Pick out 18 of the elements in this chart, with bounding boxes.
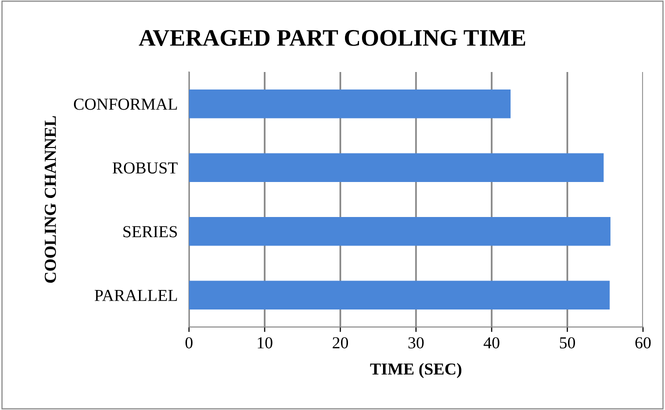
bar xyxy=(189,280,610,310)
y-axis-title: COOLING CHANNEL xyxy=(44,116,56,283)
x-tick-label: 30 xyxy=(408,337,424,348)
x-tick-label: 50 xyxy=(560,337,576,348)
x-tick-label: 60 xyxy=(635,337,651,348)
x-axis-title: TIME (SEC) xyxy=(370,362,462,378)
bar xyxy=(189,90,511,118)
y-tick-label: ROBUST xyxy=(112,162,178,174)
y-tick-label: CONFORMAL xyxy=(74,98,177,110)
y-tick-label: SERIES xyxy=(123,226,177,238)
x-tick-label: 10 xyxy=(258,337,272,348)
bar xyxy=(189,153,604,182)
x-tick-label: 0 xyxy=(185,337,193,348)
x-tick-label: 40 xyxy=(484,337,500,348)
chart-title: AVERAGED PART COOLING TIME xyxy=(138,30,526,46)
x-tick-label: 20 xyxy=(332,337,348,348)
y-tick-label: PARALLEL xyxy=(94,290,177,301)
bar xyxy=(189,217,610,246)
